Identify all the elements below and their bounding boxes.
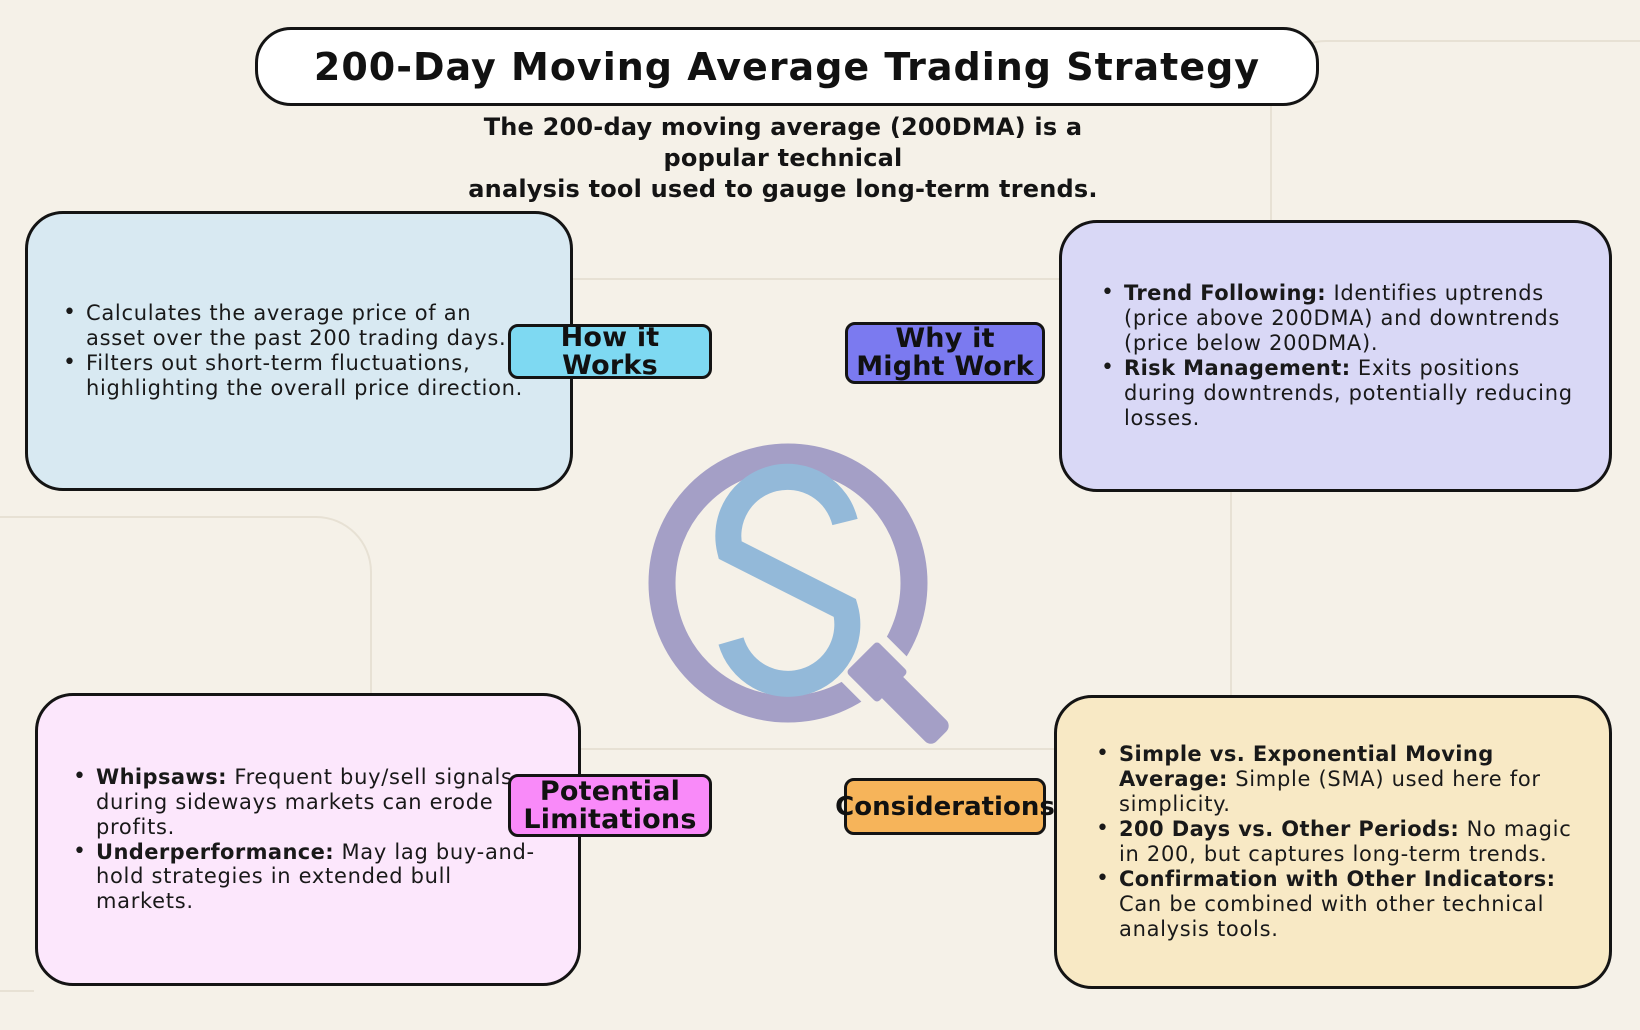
logo-ring-gap (831, 626, 923, 718)
label-considerations: Considerations (835, 778, 1055, 835)
label-how-it-works: How it Works (508, 323, 712, 379)
bullet-item: 200 Days vs. Other Periods: No magic in … (1091, 816, 1591, 867)
background-guide-line (570, 748, 1070, 750)
section-considerations: Simple vs. Exponential Moving Average: S… (1054, 695, 1612, 989)
bullet-text: Simple (SMA) used here for simplicity. (1119, 767, 1541, 817)
bullet-lead: Simple vs. Exponential Moving Average: (1119, 742, 1494, 792)
bullet-lead: Underperformance: (96, 839, 335, 864)
background-guide-line (560, 278, 1070, 280)
bullet-item: Whipsaws: Frequent buy/sell signals duri… (68, 764, 536, 840)
logo-handle-joint (847, 642, 907, 702)
bullet-list: Simple vs. Exponential Moving Average: S… (1091, 741, 1591, 942)
background-guide-line (1230, 492, 1232, 698)
bullet-text: Exits positions during downtrends, poten… (1124, 356, 1573, 430)
section-how-it-works: Calculates the average price of an asset… (25, 211, 573, 491)
label-why-it-might-work: Why it Might Work (845, 322, 1045, 384)
bullet-lead: 200 Days vs. Other Periods: (1119, 817, 1460, 842)
bullet-item: Filters out short-term fluctuations, hig… (58, 350, 528, 401)
bullet-lead: Trend Following: (1124, 281, 1327, 306)
bullet-list: Trend Following: Identifies uptrends (pr… (1096, 280, 1591, 431)
bullet-item: Trend Following: Identifies uptrends (pr… (1096, 280, 1591, 356)
background-guide-line (1270, 40, 1640, 224)
bullet-lead: Risk Management: (1124, 356, 1351, 380)
subtitle-line: The 200-day moving average (200DMA) is a… (483, 113, 1083, 172)
bullet-text: Identifies uptrends (price above 200DMA)… (1124, 281, 1561, 356)
bullet-item: Confirmation with Other Indicators: Can … (1091, 866, 1591, 942)
bullet-text: May lag buy-and-hold strategies in exten… (96, 839, 535, 914)
bullet-lead: Whipsaws: (96, 764, 227, 789)
section-potential-limitations: Whipsaws: Frequent buy/sell signals duri… (35, 693, 581, 986)
bullet-text: Calculates the average price of an asset… (86, 301, 507, 351)
bullet-item: Risk Management: Exits positions during … (1096, 355, 1591, 431)
bullet-item: Calculates the average price of an asset… (58, 300, 528, 351)
subtitle: The 200-day moving average (200DMA) is a… (433, 112, 1133, 205)
background-guide-line (0, 990, 34, 992)
background-guide-line (0, 516, 372, 758)
bullet-item: Simple vs. Exponential Moving Average: S… (1091, 741, 1591, 817)
section-why-it-might-work: Trend Following: Identifies uptrends (pr… (1059, 220, 1612, 492)
label-potential-limitations: Potential Limitations (508, 774, 712, 837)
bullet-text: Filters out short-term fluctuations, hig… (86, 351, 524, 400)
logo-handle (873, 668, 949, 744)
bullet-item: Underperformance: May lag buy-and-hold s… (68, 839, 536, 915)
logo-s-glyph (715, 463, 861, 697)
bullet-list: Whipsaws: Frequent buy/sell signals duri… (68, 764, 536, 915)
bullet-lead: Confirmation with Other Indicators: (1119, 866, 1556, 891)
bullet-list: Calculates the average price of an asset… (58, 300, 528, 401)
bullet-text: No magic in 200, but captures long-term … (1119, 817, 1572, 866)
bullet-text: Can be combined with other technical ana… (1119, 891, 1545, 941)
title-box: 200-Day Moving Average Trading Strategy (255, 27, 1319, 106)
page-title: 200-Day Moving Average Trading Strategy (313, 44, 1261, 89)
subtitle-line: analysis tool used to gauge long-term tr… (468, 175, 1098, 203)
bullet-text: Frequent buy/sell signals during sideway… (96, 764, 513, 839)
logo-ring (648, 443, 928, 723)
